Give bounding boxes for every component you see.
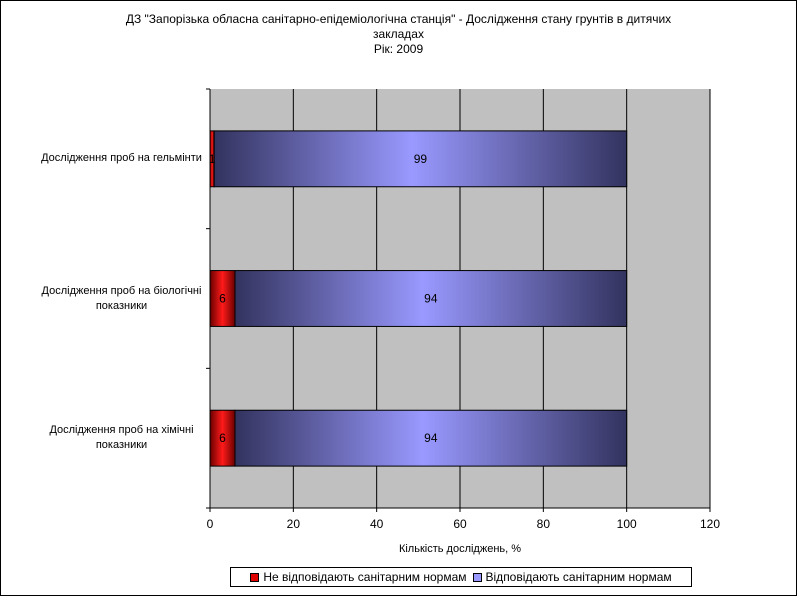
- data-label: 6: [219, 431, 226, 445]
- data-label: 99: [414, 152, 428, 166]
- category-label-line: Дослідження проб на гельмінти: [41, 152, 202, 165]
- x-tick-label: 80: [537, 517, 551, 531]
- x-tick-label: 60: [453, 517, 467, 531]
- bar-segment: [234, 409, 628, 467]
- bar-segment: [209, 409, 236, 467]
- chart-title-line: ДЗ "Запорізька обласна санітарно-епідемі…: [125, 12, 672, 26]
- data-label: 94: [424, 292, 438, 306]
- x-axis-title: Кількість досліджень, %: [398, 543, 522, 555]
- bar-segment: [213, 130, 628, 188]
- category-label: Дослідження проб на біологічні показники: [39, 284, 204, 314]
- bar-segment: [234, 270, 628, 327]
- x-tick-label: 40: [370, 517, 384, 531]
- category-label-line: показники: [95, 439, 148, 452]
- legend: Не відповідають санітарним нормам Відпов…: [230, 567, 692, 587]
- legend-item-fail: Не відповідають санітарним нормам: [250, 570, 467, 584]
- legend-label-fail: Не відповідають санітарним нормам: [263, 570, 467, 584]
- chart-title-line: Рік: 2009: [373, 42, 424, 56]
- legend-label-pass: Відповідають санітарним нормам: [485, 570, 672, 584]
- category-label: Дослідження проб на гельмінти: [39, 151, 204, 166]
- x-tick-label: 0: [207, 517, 214, 531]
- legend-swatch-pass: [472, 572, 482, 582]
- category-label-line: показники: [95, 299, 148, 312]
- chart-title-line: закладах: [373, 27, 424, 41]
- x-tick-label: 20: [287, 517, 301, 531]
- bars: [209, 130, 628, 467]
- data-label: 1: [209, 152, 216, 166]
- data-label: 94: [424, 431, 438, 445]
- category-label: Дослідження проб на хімічні показники: [39, 423, 204, 453]
- data-label: 6: [219, 292, 226, 306]
- category-label-line: Дослідження проб на біологічні: [41, 284, 202, 297]
- category-label-line: Дослідження проб на хімічні: [49, 424, 194, 437]
- legend-item-pass: Відповідають санітарним нормам: [472, 570, 672, 584]
- data-labels: 1 99 6 94 6 94: [209, 152, 438, 445]
- x-tick-label: 120: [700, 517, 720, 531]
- x-tick-label: 100: [617, 517, 637, 531]
- legend-swatch-fail: [250, 572, 260, 582]
